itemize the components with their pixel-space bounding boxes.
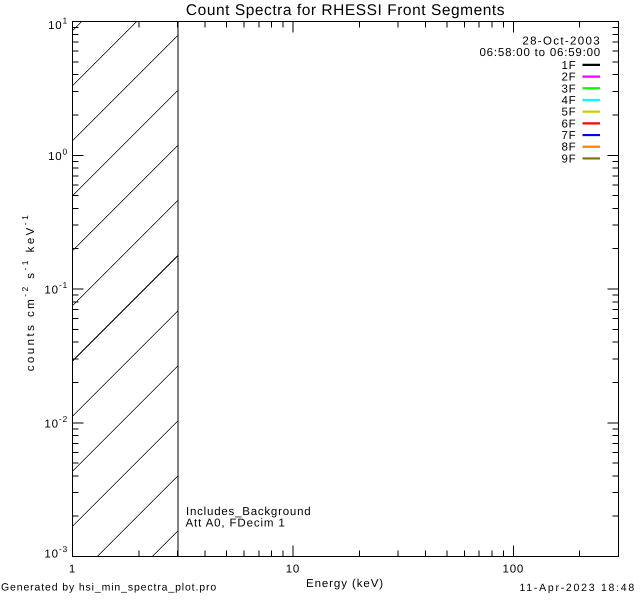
svg-text:8F: 8F [561,142,576,154]
svg-text:101: 101 [48,16,68,33]
svg-text:5F: 5F [561,107,576,119]
svg-text:7F: 7F [561,130,576,142]
svg-text:100: 100 [48,146,68,163]
svg-text:3F: 3F [561,83,576,95]
svg-text:2F: 2F [561,72,576,84]
svg-text:100: 100 [503,564,525,576]
svg-text:1: 1 [69,564,76,576]
svg-text:Generated by hsi_min_spectra_p: Generated by hsi_min_spectra_plot.pro [1,582,217,594]
svg-text:28-Oct-2003: 28-Oct-2003 [522,36,601,48]
svg-text:6F: 6F [561,118,576,130]
svg-text:11-Apr-2023 18:48: 11-Apr-2023 18:48 [519,582,636,594]
svg-text:counts cm-2 s-1 keV-1: counts cm-2 s-1 keV-1 [20,213,37,372]
svg-text:Energy (keV): Energy (keV) [306,578,384,590]
svg-text:Includes_Background: Includes_Background [186,506,311,518]
svg-text:10: 10 [286,564,300,576]
svg-text:9F: 9F [561,153,576,165]
svg-text:4F: 4F [561,95,576,107]
svg-text:1F: 1F [561,60,576,72]
svg-text:Count Spectra for RHESSI Front: Count Spectra for RHESSI Front Segments [186,2,505,19]
svg-text:06:58:00 to 06:59:00: 06:58:00 to 06:59:00 [479,47,601,59]
svg-text:Att A0, FDecim 1: Att A0, FDecim 1 [186,518,286,530]
